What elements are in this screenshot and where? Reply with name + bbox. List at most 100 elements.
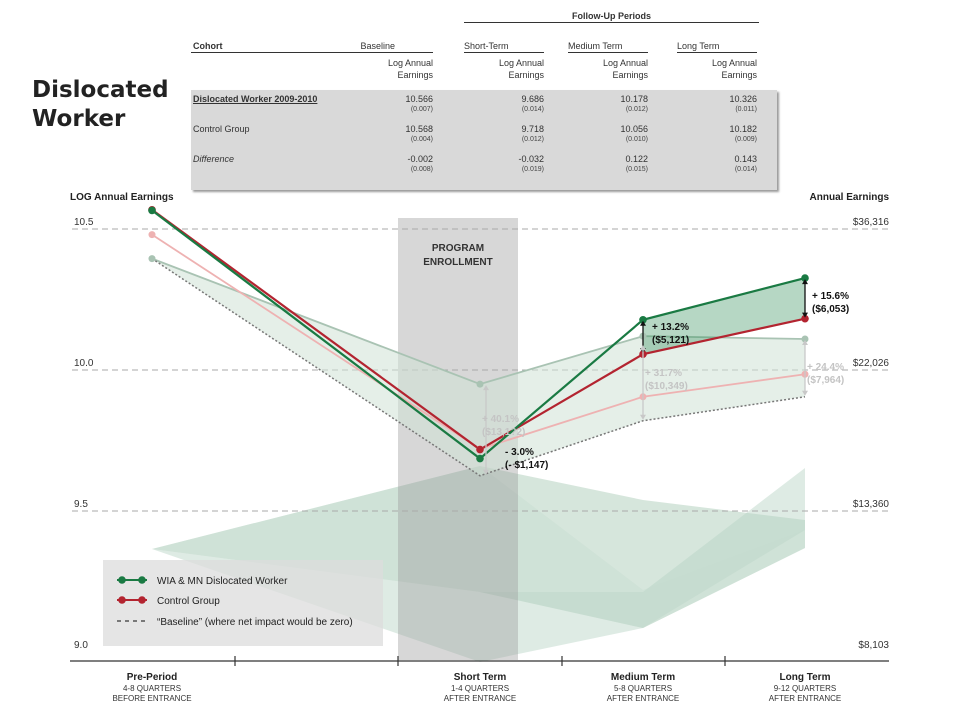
impact-annotation: + 24.4%	[807, 362, 844, 373]
cell-value: -0.002	[407, 154, 433, 164]
legend-label: “Baseline” (where net impact would be ze…	[157, 617, 353, 628]
y-tick-right: $22,026	[853, 358, 890, 369]
legend: WIA & MN Dislocated Worker Control Group “…	[103, 560, 383, 646]
cell-value: 10.056	[620, 124, 648, 134]
subhead-line-1: Log Annual	[387, 58, 433, 68]
cell-se: (0.009)	[734, 136, 757, 143]
faded-arrow-head	[640, 414, 646, 420]
header-rule-4	[677, 52, 757, 53]
x-category-sub: 4-8 QUARTERS	[123, 684, 181, 693]
col-header-medium: Medium Term	[568, 41, 623, 51]
y-tick-right: $8,103	[858, 640, 889, 651]
impact-arrow-head	[802, 312, 808, 318]
x-category-label: Medium Term	[611, 672, 675, 683]
impact-annotation: ($5,121)	[652, 335, 689, 346]
legend-marker	[138, 596, 146, 604]
y-axis-label-left: LOG Annual Earnings	[70, 192, 174, 203]
cell-value: 10.568	[405, 124, 433, 134]
label-layer: PROGRAM ENROLLMENT - 3.0% (- $1,147) + 13.2%…	[423, 243, 849, 475]
decor-band	[152, 468, 805, 662]
control-point	[801, 314, 809, 323]
cell-value: 0.143	[734, 154, 757, 164]
cell-value: 10.182	[729, 124, 757, 134]
impact-annotation: - 3.0%	[505, 447, 534, 458]
row-label: Control Group	[193, 124, 250, 134]
legend-marker	[118, 596, 126, 604]
followup-rule	[464, 22, 759, 23]
impact-annotation: ($10,349)	[645, 381, 688, 392]
cell-se: (0.012)	[625, 106, 648, 113]
col-header-short: Short-Term	[464, 41, 509, 51]
x-category-label: Pre-Period	[127, 672, 178, 683]
background-layer	[152, 218, 805, 662]
decor-band	[152, 466, 805, 628]
cell-se: (0.008)	[410, 166, 433, 173]
side-title: Dislocated Worker	[32, 76, 182, 134]
faded-area	[152, 258, 805, 476]
subhead-line-2: Earnings	[721, 70, 757, 80]
legend-label: WIA & MN Dislocated Worker	[157, 576, 288, 587]
impact-annotation: + 31.7%	[645, 368, 682, 379]
impact-annotation: + 15.6%	[812, 291, 849, 302]
faded-arrow-head	[640, 345, 646, 351]
dislocated-point	[639, 316, 647, 324]
impact-annotation: ($13,1?2)	[482, 427, 525, 438]
impact-arrow-head	[802, 279, 808, 285]
cell-value: 9.686	[521, 94, 544, 104]
x-category-sub: AFTER ENTRANCE	[444, 694, 516, 703]
cell-se: (0.014)	[521, 106, 544, 113]
x-category-label: Short Term	[454, 672, 507, 683]
col-header-long: Long Term	[677, 41, 720, 51]
cell-se: (0.010)	[625, 136, 648, 143]
faded-series-line	[151, 257, 806, 386]
x-category-sub: 9-12 QUARTERS	[774, 684, 837, 693]
cell-value: -0.032	[518, 154, 544, 164]
faded-arrow-head	[483, 469, 489, 475]
legend-marker	[118, 576, 126, 584]
impact-annotation: + 40.1%	[482, 414, 519, 425]
subhead-line-1: Log Annual	[602, 58, 648, 68]
impact-area	[643, 278, 805, 355]
header-rule-3	[568, 52, 648, 53]
dislocated-worker-line	[151, 209, 806, 460]
y-tick-left: 10.5	[74, 217, 94, 228]
cell-se: (0.019)	[521, 166, 544, 173]
subhead-line-2: Earnings	[612, 70, 648, 80]
subhead-line-1: Log Annual	[498, 58, 544, 68]
impact-annotation: ($7,964)	[807, 375, 844, 386]
faded-arrow-head	[802, 390, 808, 396]
enrollment-label: ENROLLMENT	[423, 257, 492, 268]
cohort-header: Cohort	[193, 41, 223, 51]
series-layer	[148, 206, 809, 477]
y-tick-left: 10.0	[74, 358, 94, 369]
decor-band	[152, 466, 805, 628]
cell-se: (0.007)	[410, 106, 433, 113]
cell-value: 0.122	[625, 154, 648, 164]
impact-arrow-head	[640, 320, 646, 326]
control-group-line	[151, 208, 806, 451]
control-point	[476, 445, 484, 454]
faded-point	[148, 231, 156, 239]
y-tick-right: $13,360	[853, 499, 890, 510]
dislocated-point	[148, 206, 156, 215]
cell-se: (0.012)	[521, 136, 544, 143]
enrollment-label: PROGRAM	[432, 243, 484, 254]
cell-value: 10.326	[729, 94, 757, 104]
x-category-sub: AFTER ENTRANCE	[769, 694, 841, 703]
cell-se: (0.014)	[734, 166, 757, 173]
legend-box	[103, 560, 383, 646]
x-category-sub: 5-8 QUARTERS	[614, 684, 672, 693]
y-axis-label-right: Annual Earnings	[810, 192, 890, 203]
impact-annotation: (- $1,147)	[505, 460, 548, 471]
cell-value: 9.718	[521, 124, 544, 134]
cell-se: (0.004)	[410, 136, 433, 143]
faded-arrow-head	[802, 339, 808, 345]
table-shaded-body	[191, 90, 777, 190]
subhead-line-2: Earnings	[508, 70, 544, 80]
dislocated-point	[801, 274, 809, 282]
subhead-line-1: Log Annual	[711, 58, 757, 68]
faded-point	[476, 380, 484, 388]
x-category-label: Long Term	[780, 672, 831, 683]
baseline-line	[151, 257, 806, 477]
